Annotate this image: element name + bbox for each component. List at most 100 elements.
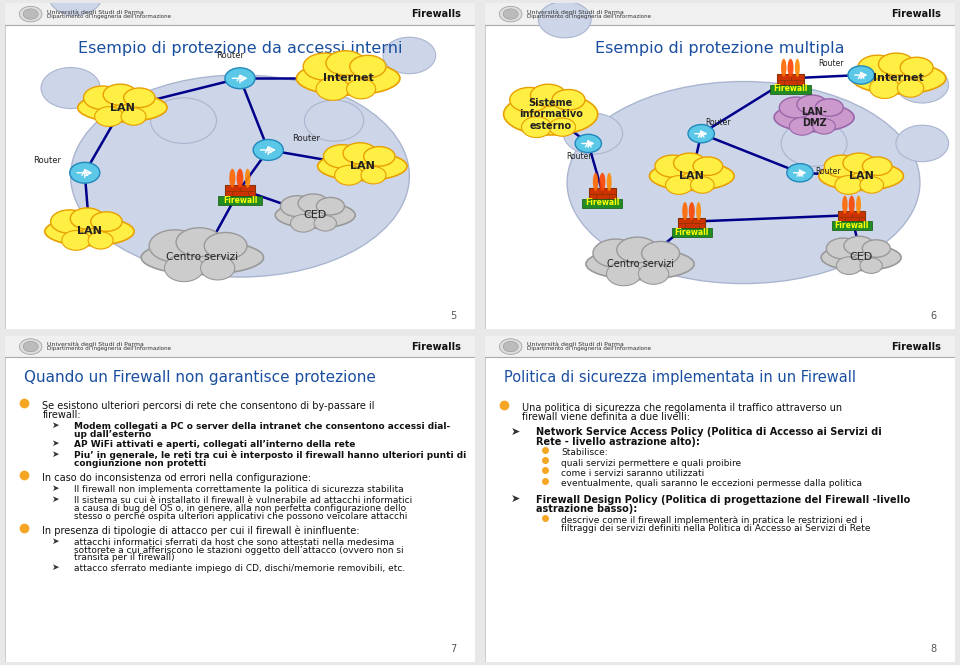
Circle shape [521,117,552,138]
Circle shape [848,66,875,84]
Text: LAN: LAN [77,226,102,237]
Text: 5: 5 [450,311,456,321]
Circle shape [347,79,375,99]
Circle shape [499,6,522,22]
Circle shape [860,177,883,194]
Circle shape [638,263,669,284]
Text: 7: 7 [450,644,456,654]
Ellipse shape [655,155,690,178]
Ellipse shape [303,53,347,80]
Circle shape [61,231,90,250]
Text: Internet: Internet [874,73,924,83]
Text: Sisteme
informativo
esterno: Sisteme informativo esterno [518,98,583,131]
Text: Modem collegati a PC o server della intranet che consentono accessi dial-: Modem collegati a PC o server della intr… [75,422,450,431]
Circle shape [781,120,847,166]
Ellipse shape [204,233,247,259]
Ellipse shape [827,238,860,259]
Text: Firewall: Firewall [675,227,709,237]
Text: sottorete a cui afferiscono le stazioni oggetto dell’attacco (ovvero non si: sottorete a cui afferiscono le stazioni … [75,545,404,555]
Text: Esempio di protezione multipla: Esempio di protezione multipla [595,41,845,56]
Ellipse shape [878,53,914,75]
Ellipse shape [586,248,694,280]
Circle shape [361,166,386,184]
Circle shape [607,262,641,286]
Ellipse shape [815,99,843,116]
Text: Firewalls: Firewalls [411,342,461,352]
Text: 8: 8 [930,644,936,654]
Text: congiunzione non protetti: congiunzione non protetti [75,459,206,468]
Ellipse shape [852,63,946,94]
Text: eventualmente, quali saranno le eccezioni permesse dalla politica: eventualmente, quali saranno le eccezion… [561,479,862,488]
Ellipse shape [593,173,598,191]
Text: astrazione basso):: astrazione basso): [536,504,636,514]
Ellipse shape [821,245,901,271]
Ellipse shape [71,75,409,277]
Circle shape [836,257,862,275]
Text: In caso do inconsistenza od errori nella configurazione:: In caso do inconsistenza od errori nella… [42,473,312,483]
Text: Piu’ in generale, le reti tra cui è interposto il firewall hanno ulteriori punti: Piu’ in generale, le reti tra cui è inte… [75,451,467,460]
Ellipse shape [84,86,121,110]
FancyBboxPatch shape [678,217,706,235]
Text: Router: Router [818,59,843,68]
Ellipse shape [683,202,687,220]
Ellipse shape [91,212,122,231]
FancyBboxPatch shape [218,196,262,205]
FancyBboxPatch shape [583,199,622,207]
Ellipse shape [51,210,88,233]
Circle shape [835,176,862,194]
Text: Firewalls: Firewalls [891,9,941,19]
Ellipse shape [276,202,355,228]
Text: ➤: ➤ [52,421,60,430]
Text: Router: Router [34,156,61,165]
FancyBboxPatch shape [485,336,955,662]
Circle shape [19,6,42,22]
Circle shape [564,113,623,154]
Text: ➤: ➤ [511,426,520,436]
Text: Centro servizi: Centro servizi [607,259,674,269]
Ellipse shape [797,95,828,114]
Text: attacchi informatici sferrati da host che sono attestati nella medesima: attacchi informatici sferrati da host ch… [75,537,395,547]
Text: Dipartimento di Ingegneria dell'Informazione: Dipartimento di Ingegneria dell'Informaz… [527,14,651,19]
Circle shape [503,9,518,19]
Text: Router: Router [292,134,320,144]
Ellipse shape [900,57,933,78]
Text: Firewall: Firewall [834,221,869,230]
Ellipse shape [280,196,314,217]
Ellipse shape [774,103,854,132]
Ellipse shape [124,88,155,108]
Text: ➤: ➤ [52,495,60,503]
Ellipse shape [324,145,361,168]
Circle shape [201,256,235,280]
Text: Dipartimento di Ingegneria dell'Informazione: Dipartimento di Ingegneria dell'Informaz… [47,346,171,351]
Text: Esempio di protezione da accessi interni: Esempio di protezione da accessi interni [78,41,402,56]
Text: Una politica di sicurezza che regolamenta il traffico attraverso un: Una politica di sicurezza che regolament… [522,402,843,412]
Ellipse shape [103,84,137,105]
Text: LAN: LAN [349,161,374,172]
Text: Rete - livello astrazione alto):: Rete - livello astrazione alto): [536,437,700,447]
Circle shape [383,37,436,74]
Text: filtraggi dei servizi definiti nella Politica di Accesso ai Servizi di Rete: filtraggi dei servizi definiti nella Pol… [561,524,871,533]
Text: ➤: ➤ [52,563,60,572]
Ellipse shape [510,88,549,112]
Ellipse shape [531,84,566,106]
Ellipse shape [149,230,201,262]
Circle shape [253,140,283,160]
Ellipse shape [696,202,701,220]
Text: ➤: ➤ [52,450,60,459]
Circle shape [860,258,882,273]
Circle shape [503,341,518,352]
Text: Firewalls: Firewalls [411,9,461,19]
Ellipse shape [349,55,386,78]
Text: Università degli Studi di Parma: Università degli Studi di Parma [527,342,624,347]
Circle shape [789,118,815,135]
Ellipse shape [318,152,407,181]
Circle shape [539,1,591,38]
Circle shape [41,68,100,108]
Circle shape [896,125,948,162]
Circle shape [164,255,204,282]
Circle shape [499,338,522,354]
Circle shape [898,79,924,97]
FancyBboxPatch shape [831,221,872,230]
Text: Università degli Studi di Parma: Università degli Studi di Parma [47,9,144,15]
Ellipse shape [862,157,892,176]
